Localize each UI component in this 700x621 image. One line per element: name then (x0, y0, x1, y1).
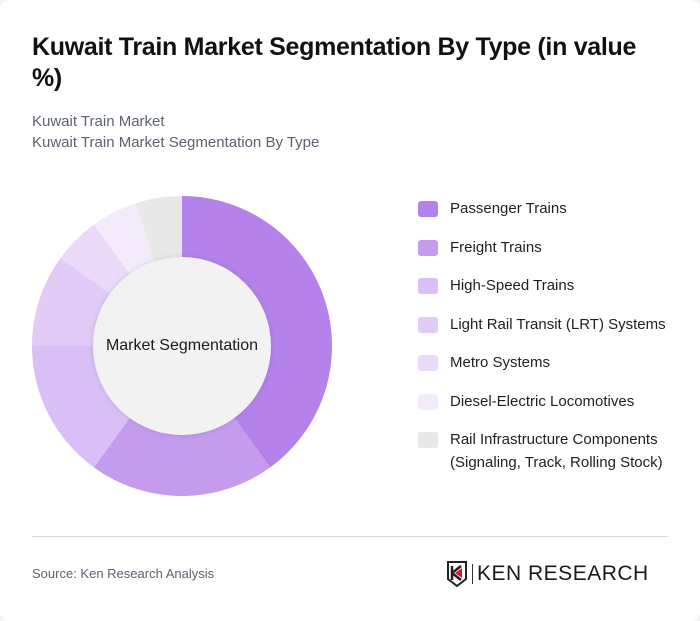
chart-subtitle-market: Kuwait Train Market (32, 113, 165, 130)
ken-research-shield-icon (447, 561, 467, 587)
donut-slice-metro-systems[interactable] (60, 224, 131, 295)
legend-item[interactable]: Rail Infrastructure Components (Signalin… (418, 429, 678, 474)
chart-subtitle-segmentation: Kuwait Train Market Segmentation By Type (32, 134, 320, 151)
legend-label: Freight Trains (450, 238, 542, 256)
legend-item[interactable]: High-Speed Trains (418, 275, 678, 298)
legend-swatch (418, 393, 438, 410)
legend-item[interactable]: Diesel-Electric Locomotives (418, 391, 678, 414)
donut-slice-light-rail-transit-lrt-systems[interactable] (32, 257, 111, 346)
legend-swatch (418, 432, 438, 448)
legend-swatch (418, 355, 438, 371)
legend-swatch (418, 316, 438, 333)
donut-chart: Market Segmentation (32, 196, 332, 496)
footer-divider (32, 536, 668, 537)
legend-swatch (418, 239, 438, 256)
donut-slice-rail-infrastructure-components-signaling-track-rolling-stock[interactable] (135, 196, 182, 263)
legend-label: Diesel-Electric Locomotives (450, 392, 635, 410)
ken-research-logo: KEN RESEARCH (446, 560, 649, 588)
legend-label: Metro Systems (450, 354, 551, 371)
legend-swatch (418, 278, 438, 294)
legend-label: Light Rail Transit (LRT) Systems (450, 315, 666, 333)
donut-chart-svg (32, 196, 332, 496)
chart-legend: Passenger Trains Freight Trains High-Speed… (418, 198, 678, 490)
logo-separator (472, 564, 473, 584)
legend-item[interactable]: Light Rail Transit (LRT) Systems (418, 314, 678, 337)
donut-slice-high-speed-trains[interactable] (32, 346, 131, 468)
donut-slice-freight-trains[interactable] (93, 417, 271, 496)
legend-label: Rail Infrastructure Components (Signalin… (450, 431, 663, 471)
logo-text: KEN RESEARCH (477, 562, 649, 585)
donut-slice-passenger-trains[interactable] (182, 196, 332, 468)
chart-title: Kuwait Train Market Segmentation By Type… (32, 33, 637, 92)
legend-item[interactable]: Freight Trains (418, 237, 678, 260)
legend-label: High-Speed Trains (450, 277, 575, 294)
donut-center (93, 257, 271, 435)
legend-item[interactable]: Passenger Trains (418, 198, 678, 221)
legend-item[interactable]: Metro Systems (418, 352, 678, 375)
legend-label: Passenger Trains (450, 200, 567, 217)
legend-swatch (418, 201, 438, 217)
donut-slice-diesel-electric-locomotives[interactable] (93, 203, 155, 275)
source-note: Source: Ken Research Analysis (32, 566, 215, 581)
